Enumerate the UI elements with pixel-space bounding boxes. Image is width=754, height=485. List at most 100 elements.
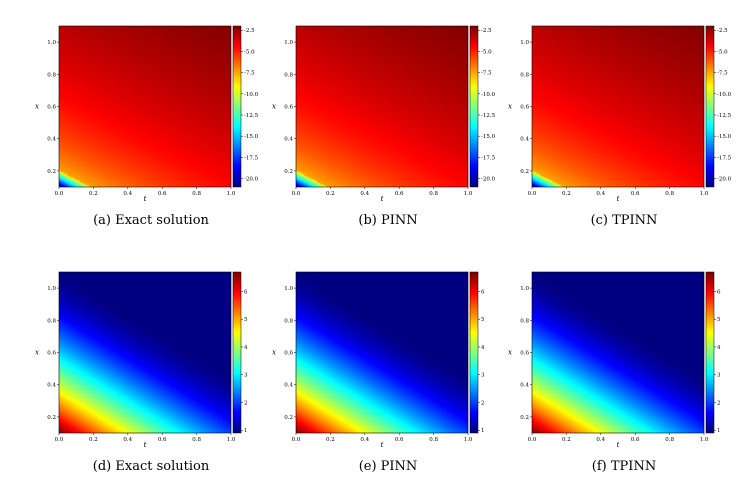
colorbar-tick-label: -15.0 (481, 134, 496, 140)
x-tick-label: 1.0 (227, 437, 236, 443)
x-tick-label: 0.4 (360, 437, 369, 443)
colorbar-frame (232, 25, 242, 188)
x-axis-label: t (381, 441, 384, 449)
x-tick-label: 0.8 (665, 437, 674, 443)
x-tick-label: 0.6 (631, 191, 640, 197)
y-tick-label: 0.8 (47, 318, 56, 324)
y-tick-label: 0.2 (47, 415, 56, 421)
panel-a: 0.0 0.2 0.4 0.6 0.8 1.0 0.2 0.4 0.6 0.8 1.0 t x -2.5 -… (35, 25, 259, 228)
colorbar-tick-label: 4 (717, 345, 721, 351)
x-tick-label: 0.6 (395, 437, 404, 443)
x-axis-label: t (144, 441, 147, 449)
x-tick-label: 0.6 (158, 191, 167, 197)
colorbar-tick-label: -7.5 (717, 71, 728, 77)
y-axis-label: x (272, 103, 276, 111)
colorbar-tick-label: 1 (481, 428, 485, 434)
colorbar-frame (469, 25, 479, 188)
colorbar-tick-label: -20.0 (481, 177, 496, 183)
colorbar-tick-label: 3 (717, 373, 721, 379)
y-tick-label: 0.8 (520, 72, 529, 78)
heatmap-b (296, 26, 468, 187)
x-tick-label: 1.0 (464, 437, 473, 443)
y-tick-label: 0.4 (47, 137, 56, 143)
colorbar-tick-label: -2.5 (717, 28, 728, 34)
colorbar-tick-label: -10.0 (244, 92, 259, 98)
x-tick-label: 0.0 (292, 437, 301, 443)
x-tick-label: 0.4 (123, 191, 132, 197)
colorbar-tick-label: -10.0 (717, 92, 732, 98)
x-tick-label: 0.2 (562, 191, 571, 197)
panel-d: 0.0 0.2 0.4 0.6 0.8 1.0 0.2 0.4 0.6 0.8 1.0 t x 6 5 4 3 2… (35, 271, 248, 474)
x-tick-label: 0.0 (292, 191, 301, 197)
colorbar-tick-label: 3 (481, 373, 485, 379)
x-tick-label: 0.0 (528, 437, 537, 443)
colorbar-tick-label: -7.5 (244, 71, 255, 77)
y-axis-label: x (35, 349, 39, 357)
x-tick-label: 0.0 (55, 191, 64, 197)
y-tick-label: 0.8 (47, 72, 56, 78)
y-tick-label: 0.4 (284, 137, 293, 143)
x-tick-label: 1.0 (227, 191, 236, 197)
colorbar-tick-label: -17.5 (717, 155, 732, 161)
x-tick-label: 0.2 (326, 437, 335, 443)
panel-e: 0.0 0.2 0.4 0.6 0.8 1.0 0.2 0.4 0.6 0.8 1.0 t x 6 5 4 3 2… (272, 271, 485, 474)
y-tick-label: 0.2 (284, 415, 293, 421)
colorbar-tick-label: -15.0 (717, 134, 732, 140)
colorbar-frame (705, 271, 715, 434)
caption-d: (d) Exact solution (93, 459, 210, 474)
colorbar-tick-label: 6 (244, 289, 248, 295)
colorbar-frame (469, 271, 479, 434)
y-tick-label: 0.2 (47, 169, 56, 175)
colorbar-f (706, 272, 714, 433)
x-tick-label: 0.2 (89, 191, 98, 197)
x-tick-label: 0.6 (395, 191, 404, 197)
caption-b: (b) PINN (358, 213, 417, 228)
heatmap-e (296, 272, 468, 433)
y-tick-label: 0.4 (520, 137, 529, 143)
x-tick-label: 0.8 (429, 437, 438, 443)
colorbar-tick-label: -5.0 (244, 49, 255, 55)
x-tick-label: 0.4 (123, 437, 132, 443)
x-tick-label: 0.8 (665, 191, 674, 197)
y-tick-label: 0.4 (520, 383, 529, 389)
colorbar-tick-label: -20.0 (244, 177, 259, 183)
panel-c: 0.0 0.2 0.4 0.6 0.8 1.0 0.2 0.4 0.6 0.8 1.0 t x -2.5 -… (508, 25, 732, 228)
colorbar-tick-label: 5 (481, 317, 485, 323)
colorbar-frame (705, 25, 715, 188)
panel-b: 0.0 0.2 0.4 0.6 0.8 1.0 0.2 0.4 0.6 0.8 1.0 t x -2.5 -… (272, 25, 496, 228)
colorbar-tick-label: 2 (481, 400, 485, 406)
x-tick-label: 0.6 (631, 437, 640, 443)
colorbar-tick-label: -12.5 (244, 113, 259, 119)
y-tick-label: 0.4 (284, 383, 293, 389)
colorbar-tick-label: -10.0 (481, 92, 496, 98)
colorbar-b (470, 26, 478, 187)
colorbar-c (706, 26, 714, 187)
y-tick-label: 0.6 (47, 351, 56, 357)
x-tick-label: 0.4 (596, 437, 605, 443)
caption-c: (c) TPINN (591, 213, 658, 228)
y-tick-label: 0.2 (520, 415, 529, 421)
colorbar-tick-label: 4 (481, 345, 485, 351)
y-axis-label: x (272, 349, 276, 357)
x-tick-label: 0.0 (55, 437, 64, 443)
x-axis-label: t (617, 195, 620, 203)
heatmap-f (532, 272, 704, 433)
y-tick-label: 0.6 (520, 105, 529, 111)
colorbar-tick-label: -5.0 (717, 49, 728, 55)
caption-e: (e) PINN (359, 459, 418, 474)
x-tick-label: 0.2 (326, 191, 335, 197)
heatmap-d (59, 272, 231, 433)
y-tick-label: 1.0 (520, 286, 529, 292)
y-axis-label: x (508, 103, 512, 111)
x-tick-label: 0.8 (192, 437, 201, 443)
colorbar-d (233, 272, 241, 433)
y-tick-label: 0.8 (284, 318, 293, 324)
colorbar-tick-label: -5.0 (481, 49, 492, 55)
y-axis-label: x (35, 103, 39, 111)
colorbar-tick-label: -20.0 (717, 177, 732, 183)
x-tick-label: 0.2 (89, 437, 98, 443)
heatmap-c (532, 26, 704, 187)
x-axis-label: t (381, 195, 384, 203)
